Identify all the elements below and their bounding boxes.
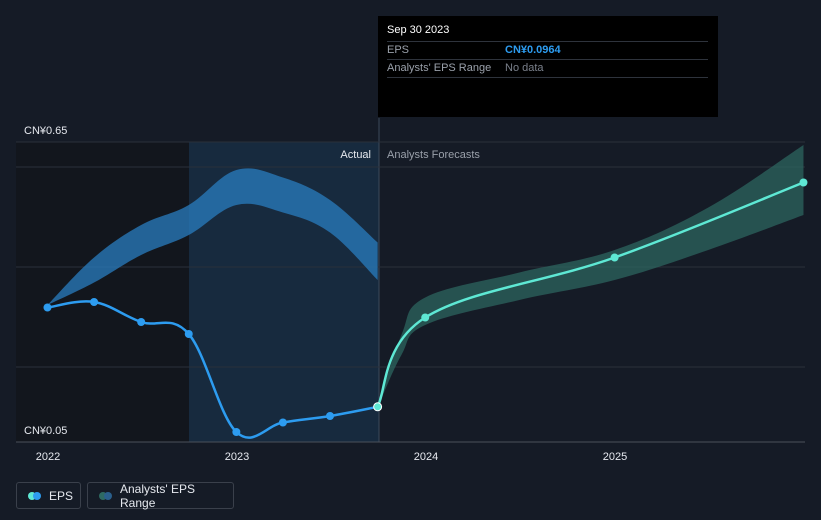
eps-forecast-point[interactable]: [610, 253, 619, 262]
tooltip-row-range: Analysts' EPS Range No data: [387, 59, 708, 78]
eps-forecast-line: [376, 181, 804, 408]
past-shade: [16, 142, 189, 442]
x-tick-2024: 2024: [414, 451, 438, 463]
eps-actual-point[interactable]: [278, 418, 287, 427]
tooltip-row-eps: EPS CN¥0.0964: [387, 41, 708, 59]
region-label-actual: Actual: [340, 149, 371, 161]
eps-actual-point[interactable]: [232, 428, 241, 436]
legend-eps-label: EPS: [49, 488, 74, 503]
eps-actual-point[interactable]: [43, 303, 52, 312]
x-tick-2025: 2025: [603, 451, 627, 463]
eps-actual-point[interactable]: [184, 330, 193, 338]
tooltip-range-value: No data: [505, 62, 544, 74]
legend-range[interactable]: Analysts' EPS Range: [87, 481, 234, 510]
grid: [16, 141, 805, 443]
region-label-forecast: Analysts Forecasts: [387, 149, 480, 161]
legend-range-label: Analysts' EPS Range: [120, 481, 195, 510]
eps-points: [43, 178, 808, 436]
eps-actual-point[interactable]: [326, 412, 335, 420]
x-tick-2022: 2022: [36, 451, 60, 463]
forecast-eps-range-band: [377, 145, 804, 408]
range-bands: [47, 145, 804, 408]
x-tick-2023: 2023: [225, 451, 249, 463]
y-label-top: CN¥0.65: [24, 125, 67, 137]
y-label-bottom: CN¥0.05: [24, 425, 67, 437]
tooltip-range-label: Analysts' EPS Range: [387, 62, 492, 74]
eps-actual-line: [47, 300, 378, 439]
eps-actual-point[interactable]: [373, 402, 383, 412]
tooltip: Sep 30 2023 EPS CN¥0.0964 Analysts' EPS …: [378, 16, 718, 117]
past-eps-range-band: [47, 168, 378, 305]
legend-eps[interactable]: EPS: [16, 482, 81, 509]
eps-forecast-point[interactable]: [421, 313, 430, 322]
chart-labels: CN¥0.65 CN¥0.05 Actual Analysts Forecast…: [24, 125, 627, 463]
eps-actual-point[interactable]: [137, 318, 146, 326]
eps-lines: [47, 181, 804, 439]
tooltip-eps-label: EPS: [387, 44, 410, 56]
range-legend-icon: [99, 491, 112, 500]
tooltip-eps-value: CN¥0.0964: [505, 44, 561, 56]
eps-actual-point[interactable]: [90, 298, 99, 306]
tooltip-date: Sep 30 2023: [387, 24, 450, 36]
eps-forecast-point[interactable]: [799, 178, 808, 187]
eps-legend-icon: [28, 491, 41, 500]
